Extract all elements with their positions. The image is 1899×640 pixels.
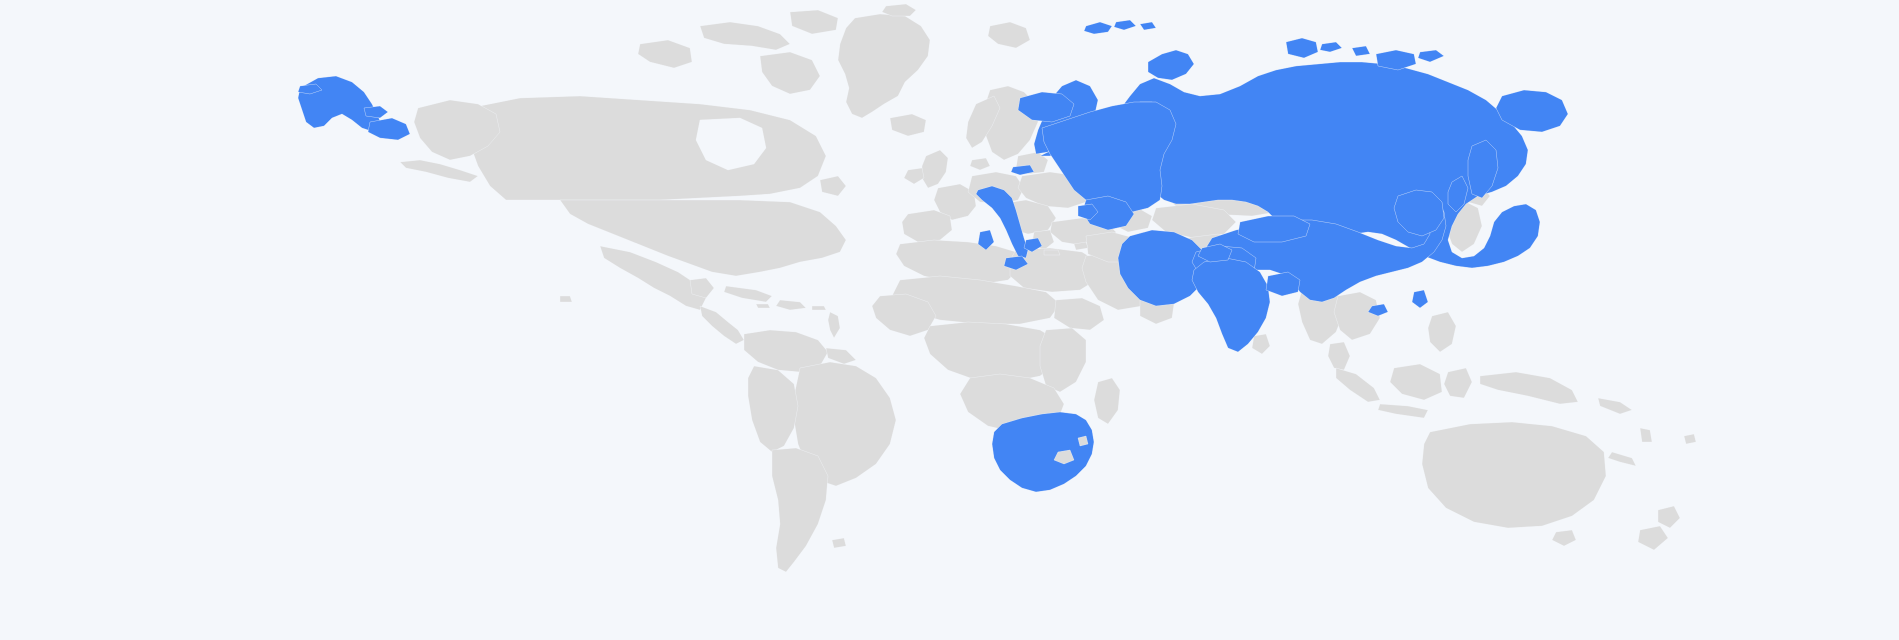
horn-of-africa	[1053, 297, 1105, 331]
country-morocco-algeria-tunisia	[895, 239, 1021, 285]
russia-arctic-islet-e	[1351, 45, 1371, 57]
south-africa-lesotho-hole	[1053, 449, 1075, 465]
country-china-hainan	[1367, 303, 1389, 317]
east-africa	[1039, 327, 1087, 393]
russia-severnaya-zemlya	[1285, 37, 1319, 59]
russia-sakhalin	[1447, 175, 1469, 213]
central-africa	[923, 321, 1061, 383]
russia-chukotka-east	[1495, 89, 1569, 133]
ellesmere-island	[789, 9, 839, 35]
country-india	[1191, 257, 1271, 353]
central-america	[699, 305, 745, 345]
russia-crimea	[1077, 203, 1099, 221]
puerto-rico	[811, 305, 827, 311]
country-australia	[1421, 421, 1607, 529]
country-mexico	[599, 245, 707, 311]
aleutian-islands	[399, 159, 479, 183]
country-argentina-chile	[771, 447, 829, 573]
newfoundland	[819, 175, 847, 197]
victoria-island	[637, 39, 693, 69]
ireland	[903, 167, 925, 185]
indochina-peninsula	[1333, 291, 1381, 341]
canada-arctic-islands	[699, 21, 791, 51]
vanuatu	[1639, 427, 1653, 443]
south-africa-eswatini-hole	[1077, 435, 1089, 447]
russia-arctic-islet-d	[1417, 49, 1445, 63]
russia-kaliningrad	[1010, 164, 1035, 176]
cyprus	[1073, 241, 1089, 251]
madagascar	[1093, 377, 1121, 425]
malay-peninsula	[1327, 341, 1351, 371]
russia-wrangel-island	[363, 105, 389, 119]
country-libya-egypt	[1009, 247, 1099, 293]
lesser-antilles	[827, 311, 841, 339]
country-india-northeast	[1265, 271, 1301, 297]
svalbard	[987, 21, 1031, 49]
west-africa	[871, 293, 937, 337]
land-highlight-layer	[297, 19, 1569, 493]
sumatra	[1335, 367, 1381, 403]
new-zealand-north	[1657, 505, 1681, 529]
country-usa-alaska	[413, 99, 501, 161]
russia-kola-peninsula	[1017, 91, 1075, 123]
new-caledonia	[1607, 451, 1637, 467]
country-italy-mainland	[975, 185, 1029, 259]
russia-european-part	[1041, 101, 1177, 213]
solomon-islands	[1597, 397, 1633, 415]
country-france	[933, 183, 977, 221]
country-china-xinjiang-nw	[1237, 215, 1311, 243]
country-italy-sardinia	[977, 229, 995, 251]
country-spain-portugal	[901, 209, 953, 243]
iceland	[889, 113, 927, 137]
russia-new-siberian-islands	[1375, 49, 1417, 71]
country-greenland	[837, 13, 931, 119]
sri-lanka	[1251, 333, 1271, 355]
russia-arctic-islet-c	[1139, 21, 1157, 31]
sulawesi	[1443, 367, 1473, 399]
country-iran	[1117, 229, 1209, 307]
russia-arctic-islets-a	[1319, 41, 1343, 53]
philippines	[1427, 311, 1457, 353]
falkland-islands	[831, 537, 847, 549]
denmark	[969, 157, 991, 171]
java	[1377, 403, 1429, 419]
hawaii	[559, 295, 573, 303]
guyanas	[825, 347, 857, 365]
country-peru-bolivia	[747, 365, 799, 453]
norway-coast	[965, 95, 1001, 149]
new-zealand-south	[1637, 525, 1669, 551]
country-china-taiwan	[1411, 289, 1429, 309]
baffin-island	[759, 51, 821, 95]
country-china-northeast	[1393, 189, 1445, 237]
russia-novaya-zemlya	[1147, 49, 1195, 81]
borneo	[1389, 363, 1443, 401]
tasmania	[1551, 529, 1577, 547]
country-italy-heel	[1023, 237, 1043, 253]
fiji-islands	[1683, 433, 1697, 445]
hudson-bay-cutout	[695, 117, 767, 171]
russia-chukotka-tip-west	[367, 117, 411, 141]
country-usa-mainland	[559, 199, 847, 277]
jamaica	[755, 303, 771, 309]
crete	[1043, 249, 1061, 256]
new-guinea	[1479, 371, 1579, 405]
country-india-kashmir	[1197, 243, 1233, 263]
hispaniola	[775, 299, 807, 311]
yucatan-peninsula	[689, 277, 715, 299]
russia-diomede-west	[297, 83, 323, 95]
russia-franz-josef-land	[1083, 21, 1113, 35]
russia-arctic-islet-b	[1113, 19, 1137, 31]
greenland-north-tip	[881, 3, 917, 17]
country-italy-sicily	[1003, 255, 1029, 271]
country-brazil	[793, 361, 897, 487]
country-south-africa	[991, 411, 1095, 493]
cuba	[723, 285, 773, 303]
russia-kamchatka	[1467, 139, 1499, 199]
